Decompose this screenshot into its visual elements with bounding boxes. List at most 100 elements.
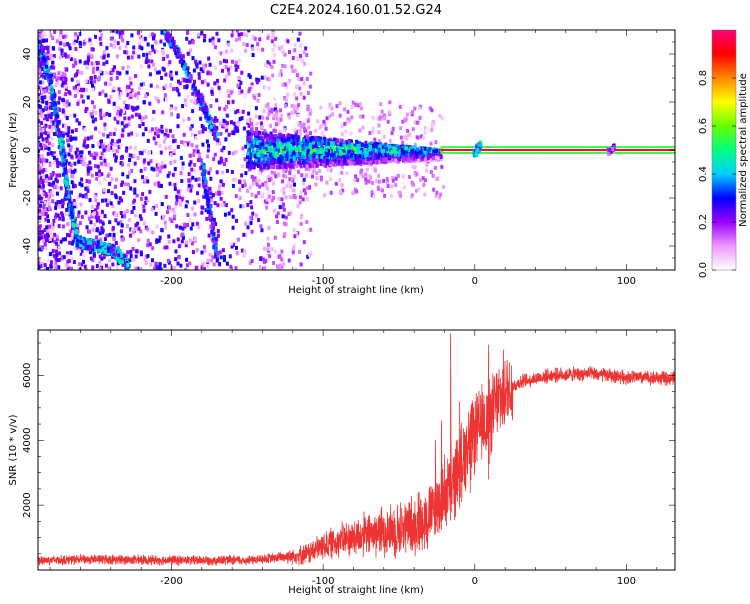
spectrogram-cell	[47, 196, 51, 201]
spectrogram-cell	[372, 159, 376, 164]
spectrogram-cell	[421, 135, 425, 140]
spectrogram-cell	[152, 205, 156, 210]
spectrogram-cell	[57, 265, 61, 270]
spectrogram-cell	[38, 170, 42, 175]
spectrogram-cell	[60, 159, 64, 164]
spectrogram-cell	[129, 254, 133, 259]
spectrogram-cell	[413, 153, 417, 158]
spectrogram-cell	[188, 40, 192, 45]
spectrogram-cell	[281, 205, 285, 210]
spectrogram-cell	[404, 149, 408, 154]
spectrogram-cell	[292, 246, 296, 251]
spectrogram-cell	[187, 116, 191, 121]
spectrogram-cell	[55, 39, 59, 44]
spectrogram-cell	[273, 171, 277, 176]
spectrogram-cell	[74, 60, 78, 65]
spectrogram-cell	[261, 47, 265, 52]
spectrogram-cell	[410, 112, 414, 117]
spectrogram-cell	[80, 183, 84, 188]
spectrogram-cell	[414, 188, 418, 193]
spectrogram-cell	[438, 113, 442, 118]
spectrogram-cell	[91, 265, 95, 270]
spectrogram-cell	[109, 42, 113, 47]
spectrogram-cell	[296, 204, 300, 209]
spectrogram-cell	[335, 104, 339, 109]
spectrogram-cell	[417, 106, 421, 111]
spectrogram-cell	[211, 193, 215, 198]
spectrogram-cell	[144, 94, 148, 99]
spectrogram-cell	[142, 148, 146, 153]
spectrogram-cell	[144, 115, 148, 120]
spectrogram-cell	[64, 192, 68, 197]
spectrogram-cell	[267, 226, 271, 231]
spectrogram-cell	[240, 70, 244, 75]
spectrogram-cell	[106, 163, 110, 168]
spectrogram-cell	[61, 200, 65, 205]
spectrogram-cell	[123, 253, 127, 258]
spectrogram-cell	[335, 161, 339, 166]
spectrogram-cell	[385, 176, 389, 181]
spectrogram-cell	[145, 243, 149, 248]
spectrogram-cell	[232, 131, 236, 136]
spectrogram-cell	[403, 118, 407, 123]
spectrogram-cell	[133, 227, 137, 232]
spectrogram-cell	[44, 245, 48, 250]
spectrogram-cell	[278, 165, 282, 170]
spectrogram-cell	[250, 174, 254, 179]
spectrogram-cell	[70, 210, 74, 215]
spectrogram-cell	[318, 158, 322, 163]
spectrogram-cell	[209, 124, 213, 129]
spectrogram-cell	[413, 170, 417, 175]
spectrogram-cell	[78, 59, 82, 64]
spectrogram-cell	[114, 143, 118, 148]
spectrogram-cell	[204, 179, 208, 184]
spectrogram-cell	[251, 164, 255, 169]
spectrogram-cell	[271, 73, 275, 78]
spectrogram-cell	[141, 132, 145, 137]
spectrogram-cell	[172, 139, 176, 144]
spectrogram-cell	[58, 216, 62, 221]
spectrogram-cell	[60, 48, 64, 53]
spectrogram-cell	[76, 69, 80, 74]
spectrogram-cell	[261, 139, 265, 144]
spectrogram-cell	[131, 246, 135, 251]
spectrogram-cell	[334, 181, 338, 186]
spectrogram-cell	[197, 199, 201, 204]
spectrogram-cell	[51, 56, 55, 61]
spectrogram-cell	[172, 39, 176, 44]
spectrogram-cell	[39, 105, 43, 110]
spectrogram-cell	[185, 222, 189, 227]
spectrogram-cell	[107, 148, 111, 153]
spectrogram-cell	[204, 63, 208, 68]
spectrogram-cell	[72, 223, 76, 228]
spectrogram-cell	[44, 114, 48, 119]
spectrogram-cell	[209, 191, 213, 196]
spectrogram-cell	[42, 157, 46, 162]
spectrogram-cell	[226, 89, 230, 94]
spectrogram-cell	[250, 259, 254, 264]
spectrogram-cell	[371, 115, 375, 120]
spectrogram-cell	[202, 267, 206, 270]
spectrogram-cell	[133, 161, 137, 166]
spectrogram-cell	[160, 124, 164, 129]
spectrogram-cell	[48, 53, 52, 58]
spectrogram-cell	[208, 215, 212, 220]
spectrogram-cell	[101, 89, 105, 94]
spectrogram-cell	[222, 258, 226, 263]
spectrogram-cell	[231, 30, 235, 35]
spectrogram-cell	[315, 176, 319, 181]
spectrogram-cell	[212, 157, 216, 162]
spectrogram-cell	[40, 245, 44, 250]
spectrogram-cell	[38, 200, 40, 205]
spectrogram-cell	[250, 85, 254, 90]
spectrogram-cell	[138, 214, 142, 219]
spectrogram-cell	[54, 177, 58, 182]
spectrogram-cell	[44, 192, 48, 197]
spectrogram-cell	[85, 225, 89, 230]
spectrogram-cell	[289, 138, 293, 143]
spectrogram-cell	[209, 167, 213, 172]
spectrogram-cell	[185, 73, 189, 78]
spectrogram-cell	[112, 248, 116, 253]
spectrogram-cell	[148, 150, 152, 155]
spectrogram-cell	[247, 89, 251, 94]
